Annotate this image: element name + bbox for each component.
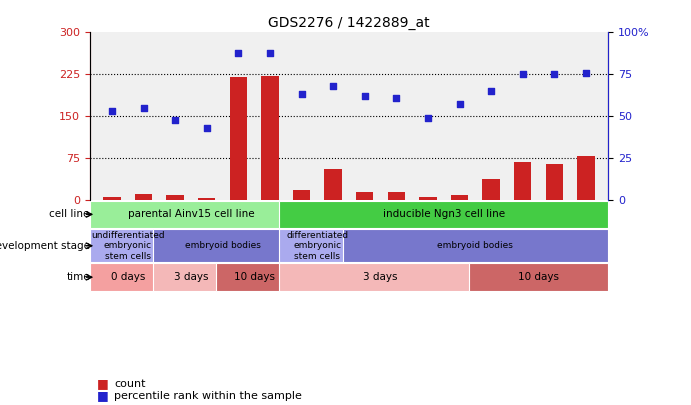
FancyBboxPatch shape [216,263,292,291]
Point [296,91,307,98]
Point [106,108,117,114]
Point [328,83,339,89]
Text: inducible Ngn3 cell line: inducible Ngn3 cell line [383,209,505,220]
Bar [103,197,121,200]
Bar [388,192,405,200]
FancyBboxPatch shape [90,200,292,228]
Point [359,93,370,99]
Point [201,125,212,131]
Point [265,49,276,56]
Text: development stage: development stage [0,241,90,251]
Text: ■: ■ [97,389,108,402]
Bar [229,77,247,200]
FancyBboxPatch shape [343,230,608,262]
Bar [261,76,278,200]
FancyBboxPatch shape [90,230,166,262]
FancyBboxPatch shape [90,263,166,291]
Text: 10 days: 10 days [518,272,559,282]
Text: ■: ■ [97,377,108,390]
FancyBboxPatch shape [279,230,355,262]
Point [518,71,529,77]
Bar [167,196,184,200]
Bar [198,198,216,200]
Point [391,94,402,101]
Bar [514,162,531,200]
Title: GDS2276 / 1422889_at: GDS2276 / 1422889_at [268,16,430,30]
Point [580,69,591,76]
FancyBboxPatch shape [153,230,292,262]
FancyBboxPatch shape [469,263,608,291]
Point [549,71,560,77]
Text: undifferentiated
embryonic
stem cells: undifferentiated embryonic stem cells [91,231,164,261]
Text: parental Ainv15 cell line: parental Ainv15 cell line [128,209,254,220]
Text: 3 days: 3 days [173,272,208,282]
Point [169,116,180,123]
Text: percentile rank within the sample: percentile rank within the sample [114,391,302,401]
Point [233,49,244,56]
Bar [577,156,595,200]
Bar [356,192,373,200]
Text: time: time [66,272,90,282]
Text: embryoid bodies: embryoid bodies [184,241,261,250]
Bar [135,194,152,200]
Text: 10 days: 10 days [234,272,274,282]
Text: 0 days: 0 days [111,272,145,282]
Text: cell line: cell line [50,209,90,220]
Text: count: count [114,379,146,389]
Bar [451,196,468,200]
Text: 3 days: 3 days [363,272,398,282]
Bar [325,169,342,200]
Point [138,104,149,111]
Point [486,88,497,94]
Bar [419,197,437,200]
FancyBboxPatch shape [279,263,482,291]
Point [422,115,433,121]
Bar [293,190,310,200]
Bar [482,179,500,200]
FancyBboxPatch shape [279,200,608,228]
Text: embryoid bodies: embryoid bodies [437,241,513,250]
Point [454,101,465,108]
FancyBboxPatch shape [153,263,229,291]
Bar [546,164,563,200]
Text: differentiated
embryonic
stem cells: differentiated embryonic stem cells [286,231,348,261]
